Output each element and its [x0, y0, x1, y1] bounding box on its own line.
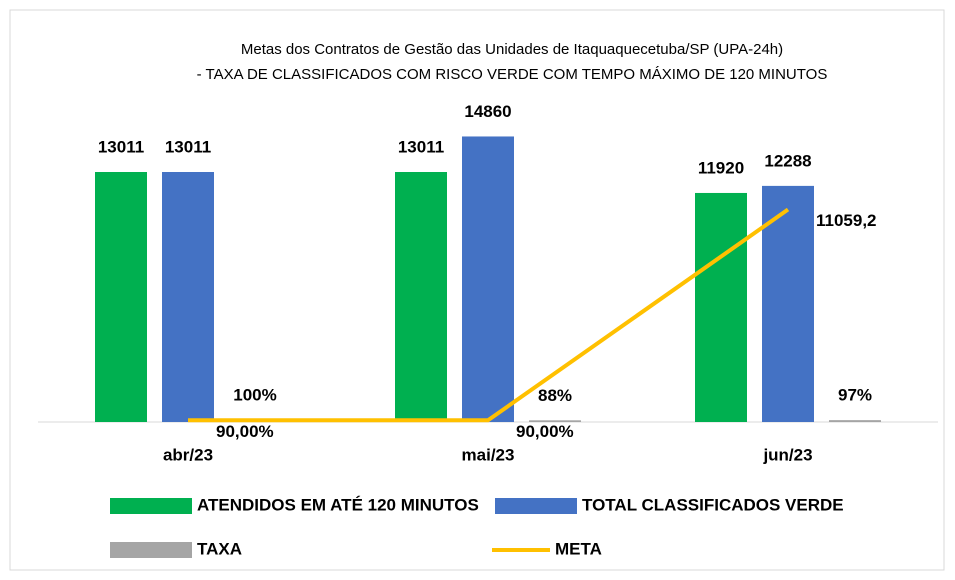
bar — [829, 420, 881, 422]
line — [188, 207, 790, 423]
data-label: 100% — [233, 386, 276, 405]
legend-label: TOTAL CLASSIFICADOS VERDE — [582, 495, 844, 514]
bar — [462, 136, 514, 423]
data-label: 13011 — [98, 137, 144, 156]
data-label: 13011 — [165, 137, 211, 156]
data-label: 88% — [538, 386, 572, 405]
bar — [529, 420, 581, 422]
data-label: 12288 — [764, 151, 811, 170]
chart-subtitle: - TAXA DE CLASSIFICADOS COM RISCO VERDE … — [197, 66, 828, 83]
data-label: 11920 — [698, 158, 744, 177]
x-tick-label: abr/23 — [163, 445, 213, 464]
bar — [162, 172, 214, 422]
x-tick-label: jun/23 — [762, 445, 812, 464]
data-label: 97% — [838, 386, 872, 405]
legend-swatch — [110, 542, 192, 558]
bar — [95, 172, 147, 422]
legend-label: META — [555, 539, 602, 558]
legend-swatch — [110, 498, 192, 514]
legend-label: TAXA — [197, 539, 242, 558]
data-label: 90,00% — [516, 422, 574, 441]
data-label: 14860 — [464, 102, 511, 121]
x-tick-label: mai/23 — [462, 445, 515, 464]
chart-title: Metas dos Contratos de Gestão das Unidad… — [241, 41, 783, 58]
data-label: 11059,2 — [816, 211, 877, 230]
bar — [395, 172, 447, 422]
legend-swatch — [495, 498, 577, 514]
legend-label: ATENDIDOS EM ATÉ 120 MINUTOS — [197, 495, 479, 514]
bar — [695, 192, 747, 422]
bar — [762, 185, 814, 422]
data-label: 90,00% — [216, 422, 274, 441]
data-label: 13011 — [398, 137, 444, 156]
